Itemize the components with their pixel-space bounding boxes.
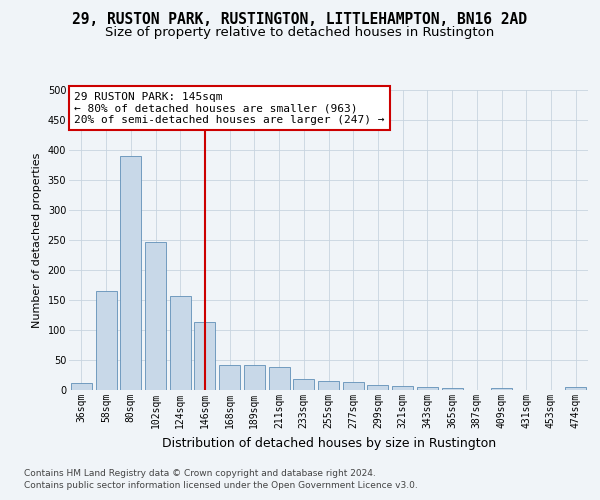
Bar: [219, 365, 240, 390]
Y-axis label: Number of detached properties: Number of detached properties: [32, 152, 42, 328]
Text: Size of property relative to detached houses in Rustington: Size of property relative to detached ho…: [106, 26, 494, 39]
Bar: [392, 386, 413, 390]
Bar: [491, 388, 512, 390]
Bar: [71, 383, 92, 390]
Bar: [417, 387, 438, 390]
Bar: [343, 382, 364, 390]
Bar: [318, 381, 339, 390]
Bar: [565, 387, 586, 390]
Bar: [170, 296, 191, 390]
Bar: [367, 385, 388, 390]
Bar: [145, 242, 166, 390]
Text: Contains HM Land Registry data © Crown copyright and database right 2024.: Contains HM Land Registry data © Crown c…: [24, 469, 376, 478]
Bar: [244, 365, 265, 390]
Text: Distribution of detached houses by size in Rustington: Distribution of detached houses by size …: [162, 438, 496, 450]
Bar: [269, 367, 290, 390]
Bar: [194, 322, 215, 390]
Bar: [120, 156, 141, 390]
Text: Contains public sector information licensed under the Open Government Licence v3: Contains public sector information licen…: [24, 481, 418, 490]
Bar: [95, 291, 116, 390]
Text: 29, RUSTON PARK, RUSTINGTON, LITTLEHAMPTON, BN16 2AD: 29, RUSTON PARK, RUSTINGTON, LITTLEHAMPT…: [73, 12, 527, 28]
Bar: [293, 379, 314, 390]
Bar: [442, 388, 463, 390]
Text: 29 RUSTON PARK: 145sqm
← 80% of detached houses are smaller (963)
20% of semi-de: 29 RUSTON PARK: 145sqm ← 80% of detached…: [74, 92, 385, 124]
